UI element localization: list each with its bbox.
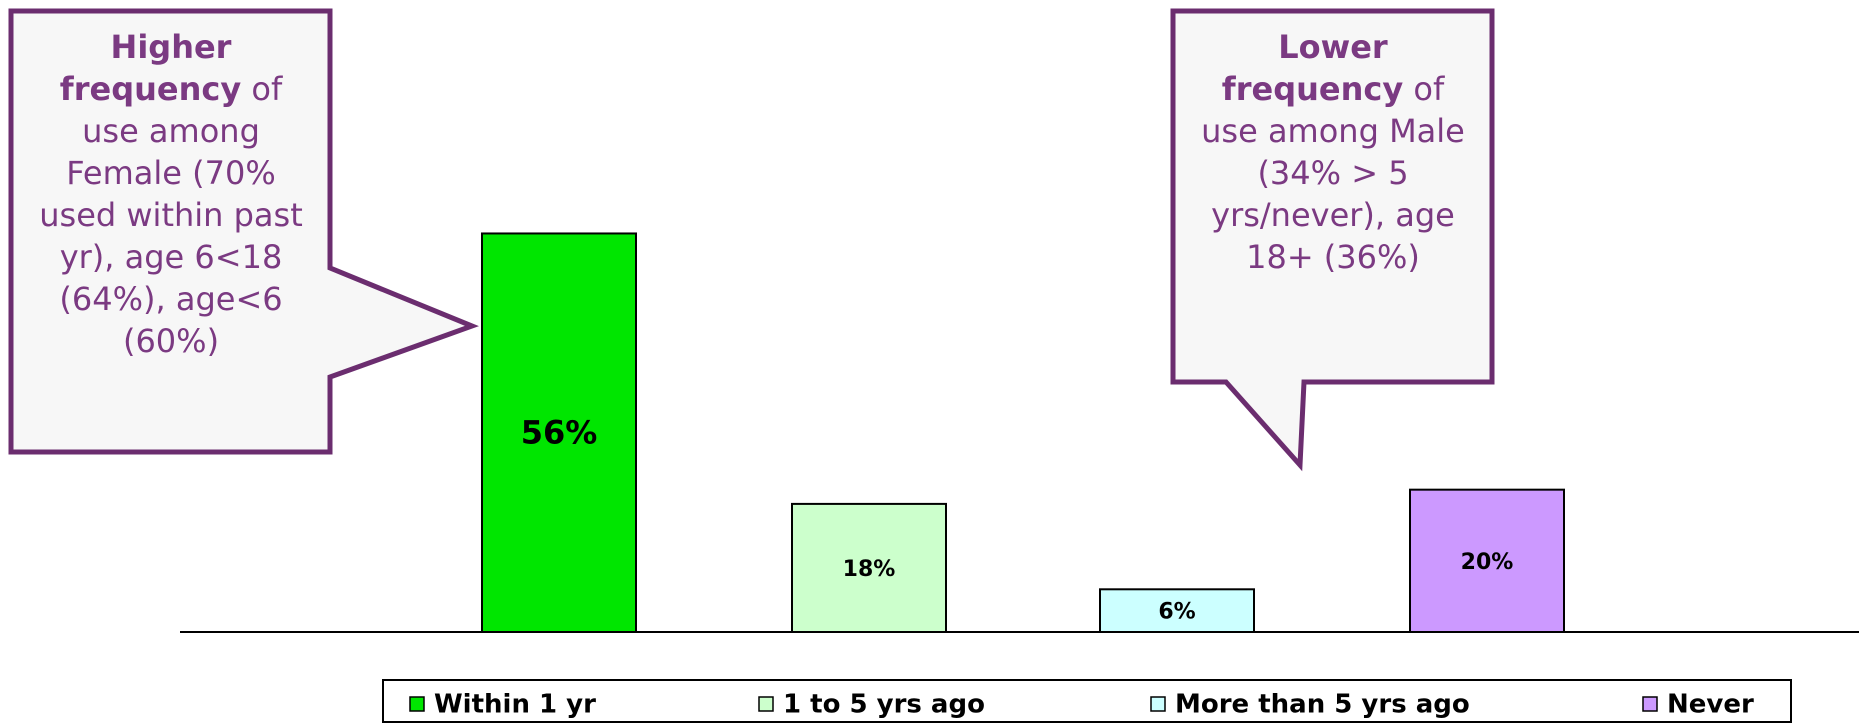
bar bbox=[481, 232, 637, 633]
legend-swatch bbox=[1150, 696, 1166, 712]
data-label: 56% bbox=[521, 414, 598, 452]
legend-label: 1 to 5 yrs ago bbox=[783, 690, 985, 720]
bar bbox=[1409, 488, 1565, 633]
bar bbox=[791, 502, 947, 633]
legend-swatch bbox=[758, 696, 774, 712]
annotation-left: Higher frequency of use among Female (70… bbox=[30, 26, 312, 362]
annotation-bold: Lower frequency bbox=[1221, 28, 1404, 108]
annotation-bold: Higher frequency bbox=[59, 28, 242, 108]
legend-label: Within 1 yr bbox=[434, 690, 596, 720]
annotation-text: of use among Female (70% used within pas… bbox=[39, 70, 303, 360]
bar bbox=[1099, 588, 1255, 633]
callout-right bbox=[1170, 8, 1495, 472]
legend-label: More than 5 yrs ago bbox=[1175, 690, 1470, 720]
annotation-right: Lower frequency of use among Male (34% >… bbox=[1192, 26, 1474, 278]
data-label: 6% bbox=[1158, 600, 1195, 625]
legend-swatch bbox=[1642, 696, 1658, 712]
legend-box bbox=[382, 679, 1792, 723]
callout-left bbox=[8, 8, 479, 455]
data-label: 18% bbox=[843, 557, 896, 582]
data-label: 20% bbox=[1461, 550, 1514, 575]
legend-swatch bbox=[409, 696, 425, 712]
legend-label: Never bbox=[1667, 690, 1754, 720]
annotation-text: of use among Male (34% > 5 yrs/never), a… bbox=[1201, 70, 1465, 276]
